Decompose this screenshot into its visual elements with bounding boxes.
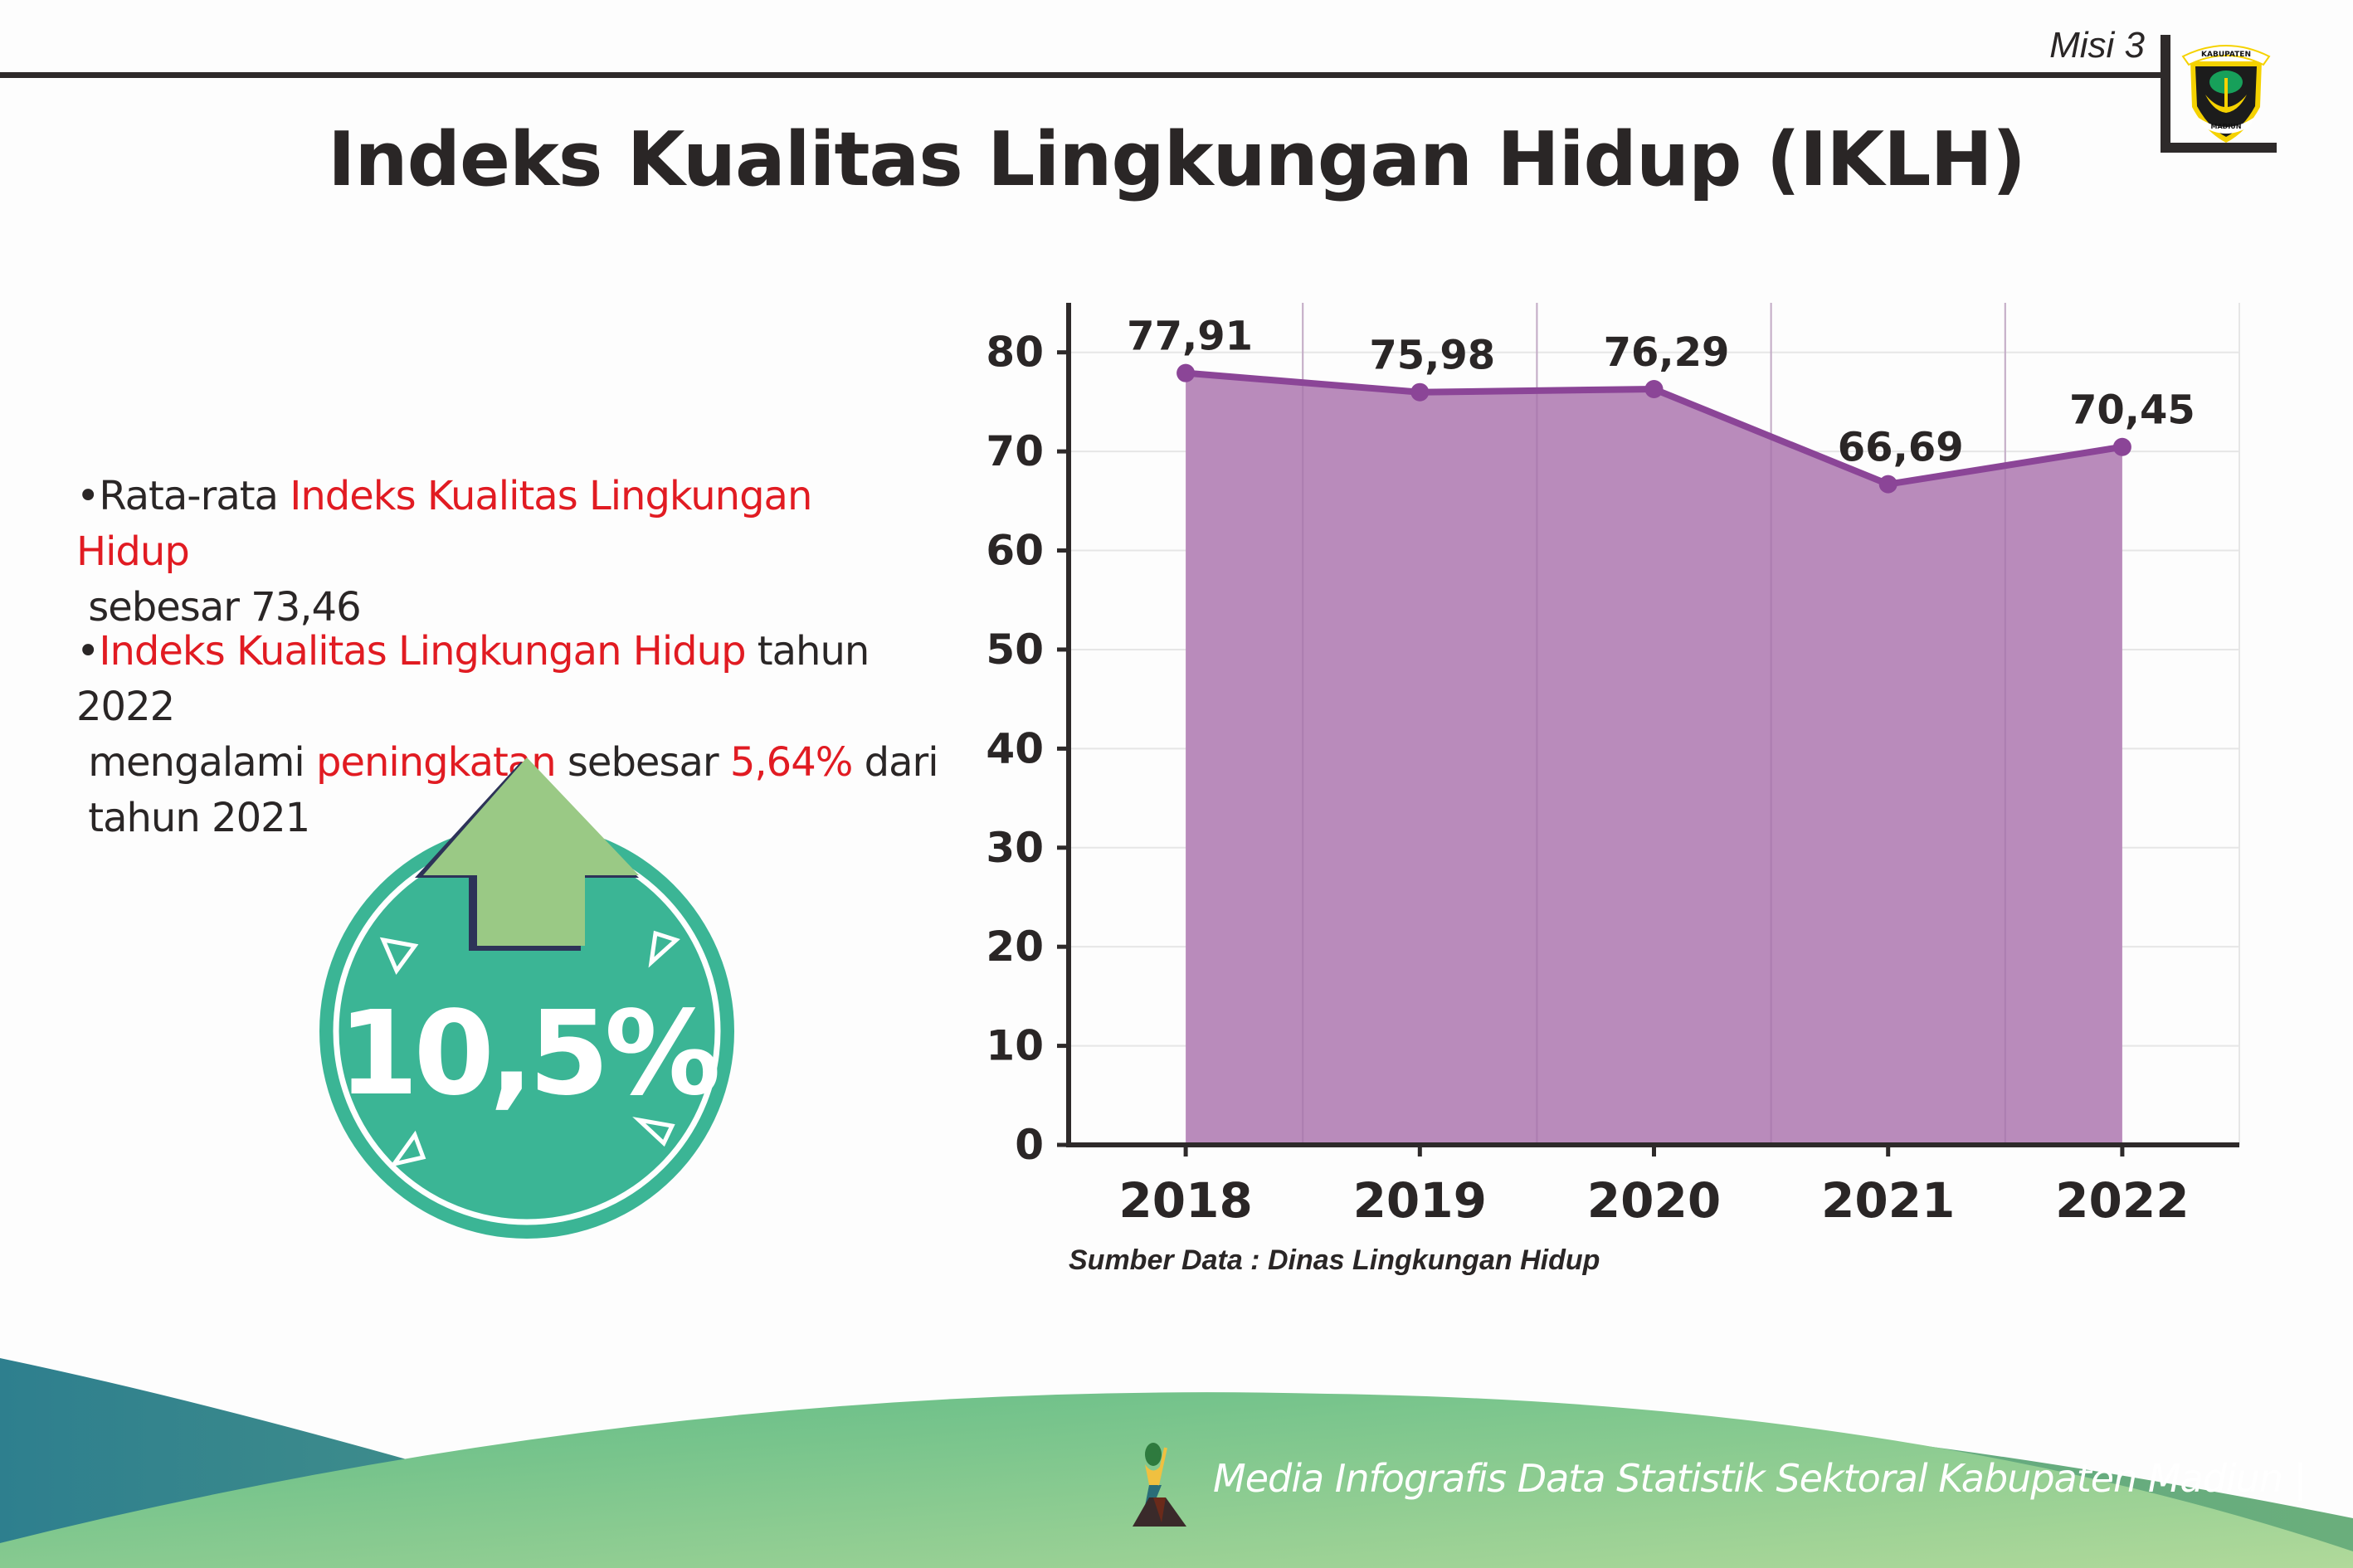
y-tick-label: 0 — [1015, 1121, 1044, 1169]
x-tick-label: 2019 — [1353, 1172, 1487, 1229]
data-point — [1878, 475, 1898, 494]
data-label: 75,98 — [1369, 333, 1495, 379]
badge-value: 10,5% — [338, 986, 717, 1122]
data-point — [1176, 363, 1196, 382]
data-label: 77,91 — [1127, 314, 1253, 360]
y-tick-label: 50 — [986, 626, 1044, 674]
y-tick-label: 60 — [986, 527, 1044, 575]
bracket-decoration — [2161, 143, 2277, 153]
bullet-text: mengalami — [88, 739, 316, 786]
logo-text: KABUPATEN — [2201, 51, 2251, 59]
data-source: Sumber Data : Dinas Lingkungan Hidup — [1069, 1244, 1600, 1276]
arrow-up-icon — [423, 757, 639, 946]
triangle-decoration — [379, 930, 680, 1167]
bracket-decoration — [2161, 35, 2170, 151]
bullet-highlight: 5,64% — [729, 739, 853, 786]
y-tick-label: 70 — [986, 427, 1044, 475]
x-tick-label: 2022 — [2055, 1172, 2189, 1229]
data-point — [2112, 437, 2131, 456]
header-divider — [0, 72, 2165, 78]
badge-circle — [319, 824, 734, 1239]
bullet-text: sebesar 73,46 — [88, 584, 361, 631]
y-tick-label: 20 — [986, 923, 1044, 971]
data-point — [1644, 380, 1664, 399]
data-label: 66,69 — [1838, 425, 1964, 471]
kabupaten-madiun-logo: KABUPATEN MADIUN — [2181, 45, 2271, 143]
data-label: 70,45 — [2069, 387, 2195, 434]
bullet-highlight: Indeks Kualitas Lingkungan Hidup — [99, 628, 746, 674]
y-tick-label: 80 — [986, 329, 1044, 377]
bullet-text: tahun 2022 — [76, 628, 870, 730]
bullet-average: •Rata-rata Indeks Kualitas Lingkungan Hi… — [76, 473, 812, 631]
data-point — [1410, 382, 1430, 402]
page-title: Indeks Kualitas Lingkungan Hidup (IKLH) — [328, 116, 2026, 203]
x-tick-label: 2021 — [1821, 1172, 1955, 1229]
bullet-text: Rata-rata — [99, 473, 290, 519]
svg-text:MADIUN: MADIUN — [2211, 123, 2242, 130]
x-tick-label: 2018 — [1118, 1172, 1252, 1229]
footer-logo — [1133, 1443, 1186, 1527]
x-tick-label: 2020 — [1587, 1172, 1721, 1229]
y-tick-label: 10 — [986, 1022, 1044, 1070]
footer-text: Media Infografis Data Statistik Sektoral… — [1213, 1456, 2307, 1501]
iklh-area-chart: 0 10 20 30 40 50 60 70 80 77,91 2018 75,98 2019 76,29… — [986, 303, 2240, 1229]
bullet-text: tahun 2021 — [88, 795, 310, 841]
bullet-highlight: Indeks Kualitas Lingkungan Hidup — [76, 473, 812, 575]
data-label: 76,29 — [1604, 329, 1730, 376]
y-tick-label: 40 — [986, 724, 1044, 772]
footer-wave — [0, 1358, 2353, 1568]
bullet-text: dari — [852, 739, 939, 786]
section-label: Misi 3 — [2049, 25, 2145, 66]
y-tick-label: 30 — [986, 824, 1044, 872]
area-fill — [1186, 373, 2122, 1145]
bullet-text: sebesar — [555, 739, 730, 786]
bullet-increase: •Indeks Kualitas Lingkungan Hidup tahun … — [76, 628, 939, 841]
growth-badge: 10,5% — [319, 757, 734, 1239]
